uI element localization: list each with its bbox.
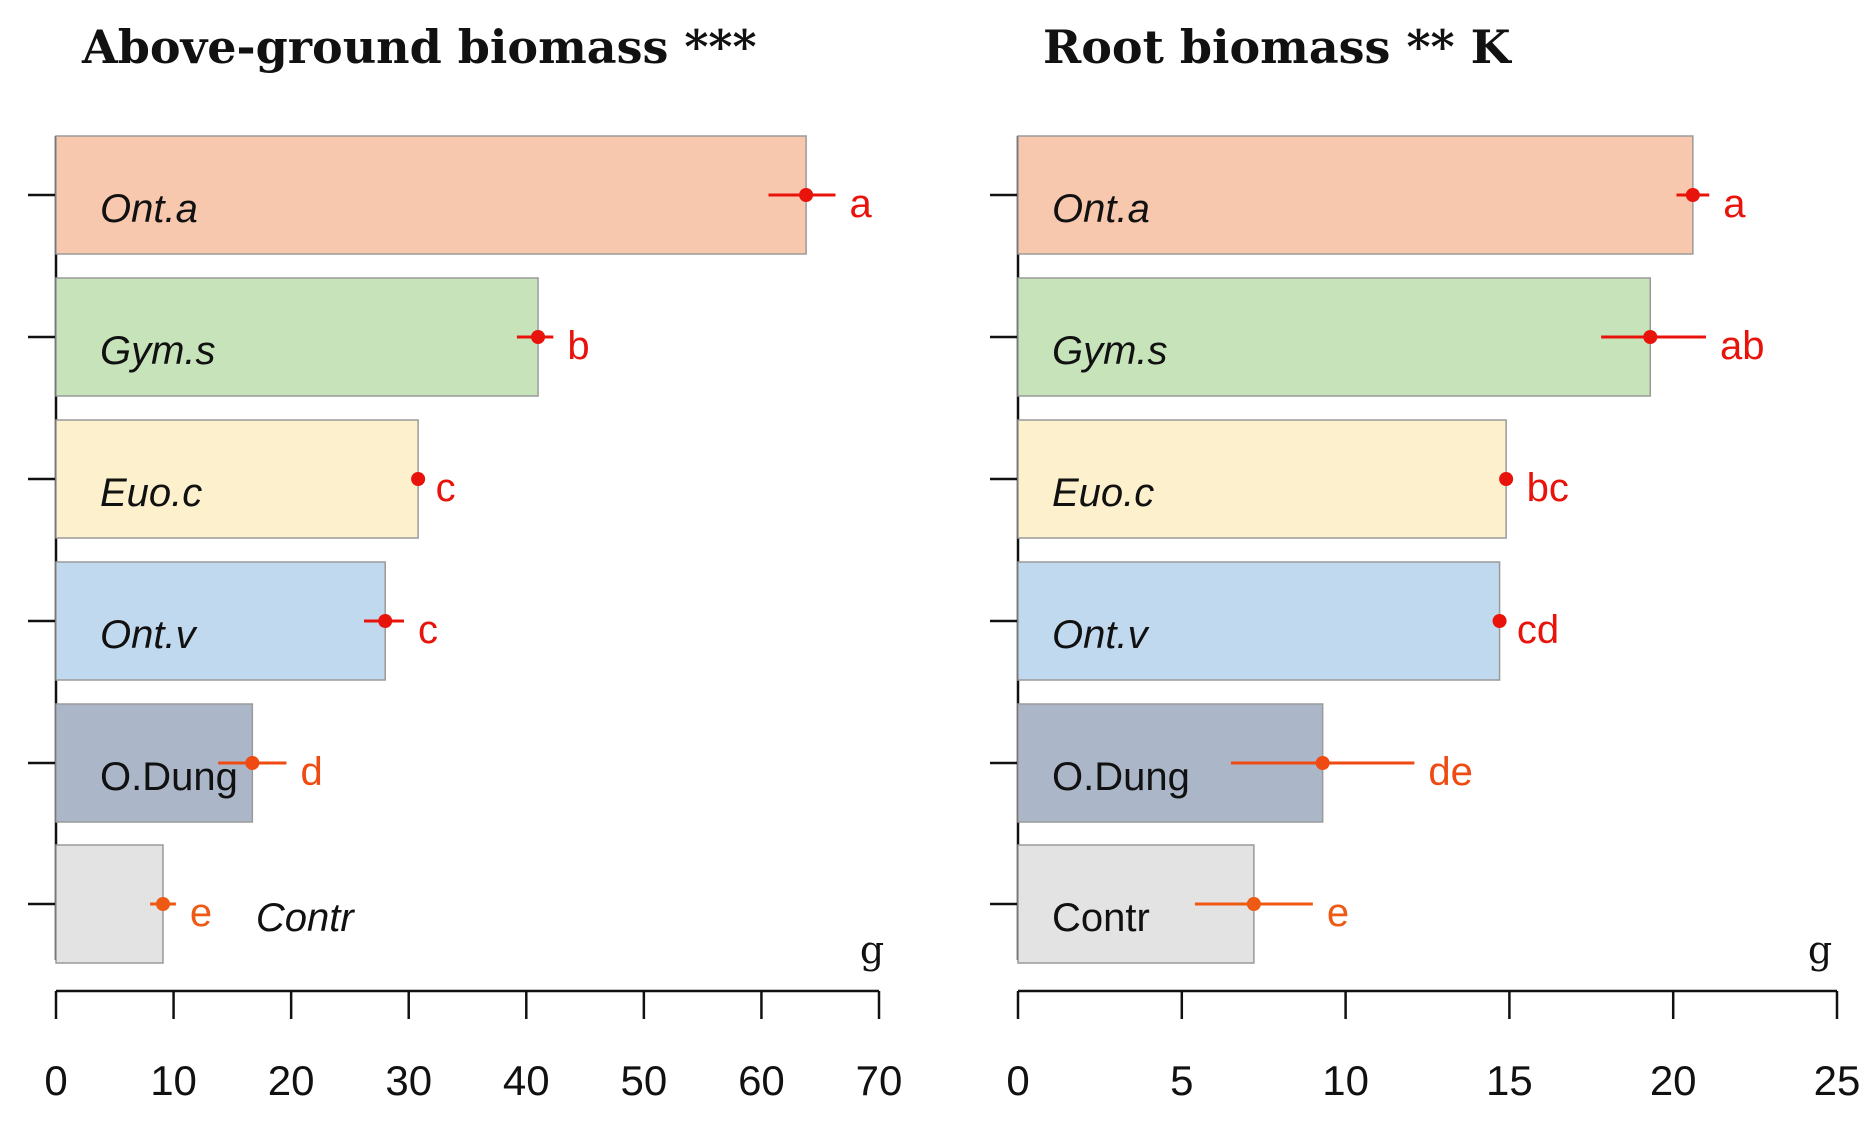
significance-label: a bbox=[849, 182, 872, 226]
significance-label: b bbox=[567, 324, 589, 368]
unit-label: g bbox=[1808, 928, 1832, 972]
bar bbox=[55, 135, 807, 255]
x-tick-label: 10 bbox=[150, 1057, 197, 1104]
bar bbox=[1017, 135, 1694, 255]
significance-label: e bbox=[1327, 891, 1349, 935]
x-tick-label: 70 bbox=[856, 1057, 903, 1104]
unit-label: g bbox=[860, 928, 884, 972]
significance-label: a bbox=[1723, 182, 1746, 226]
significance-label: cd bbox=[1517, 608, 1559, 652]
bar-label: Ont.v bbox=[100, 613, 198, 657]
chart-title: Root biomass ** K bbox=[1043, 20, 1513, 74]
bar-label: O.Dung bbox=[100, 755, 238, 799]
x-tick-label: 40 bbox=[503, 1057, 550, 1104]
mean-marker bbox=[531, 330, 546, 344]
panel-root-biomass: Root biomass ** K Ont.a a Gym.s ab Euo.c bc On… bbox=[990, 20, 1860, 1104]
x-tick-label: 20 bbox=[1650, 1057, 1697, 1104]
x-tick-label: 30 bbox=[385, 1057, 432, 1104]
bar-label: Gym.s bbox=[100, 329, 216, 373]
x-tick-label: 10 bbox=[1322, 1057, 1369, 1104]
mean-marker bbox=[1685, 188, 1700, 202]
mean-marker bbox=[245, 756, 260, 770]
significance-label: ab bbox=[1720, 324, 1765, 368]
bar-label: Euo.c bbox=[100, 471, 202, 515]
bar-label: Euo.c bbox=[1052, 471, 1154, 515]
mean-marker bbox=[1499, 472, 1514, 486]
mean-marker bbox=[1246, 897, 1261, 911]
x-tick-label: 50 bbox=[620, 1057, 667, 1104]
bar bbox=[55, 419, 419, 539]
bar-label: Ont.a bbox=[100, 187, 198, 231]
bar-label: O.Dung bbox=[1052, 755, 1190, 799]
x-tick-label: 5 bbox=[1170, 1057, 1193, 1104]
significance-label: c bbox=[418, 608, 438, 652]
mean-marker bbox=[1492, 614, 1507, 628]
mean-marker bbox=[378, 614, 393, 628]
significance-label: bc bbox=[1527, 466, 1569, 510]
bar bbox=[1017, 419, 1507, 539]
x-tick-label: 20 bbox=[268, 1057, 315, 1104]
mean-marker bbox=[799, 188, 814, 202]
mean-marker bbox=[1315, 756, 1330, 770]
x-tick-label: 15 bbox=[1486, 1057, 1533, 1104]
bar-label: Gym.s bbox=[1052, 329, 1168, 373]
bar bbox=[55, 277, 539, 397]
x-tick-label: 0 bbox=[44, 1057, 67, 1104]
bar bbox=[1017, 277, 1652, 397]
x-tick-label: 0 bbox=[1006, 1057, 1029, 1104]
significance-label: d bbox=[300, 750, 322, 794]
panel-above-ground-biomass: Above-ground biomass *** Ont.a a Gym.s b Euo… bbox=[28, 20, 902, 1104]
mean-marker bbox=[1643, 330, 1658, 344]
significance-label: de bbox=[1428, 750, 1473, 794]
mean-marker bbox=[155, 897, 170, 911]
bar bbox=[55, 844, 164, 964]
significance-label: e bbox=[190, 891, 212, 935]
x-tick-label: 60 bbox=[738, 1057, 785, 1104]
bar-label: Ont.a bbox=[1052, 187, 1150, 231]
mean-marker bbox=[411, 472, 426, 486]
bar-label: Contr bbox=[256, 896, 355, 940]
significance-label: c bbox=[436, 466, 456, 510]
bar-label: Ont.v bbox=[1052, 613, 1150, 657]
bar-label: Contr bbox=[1052, 896, 1150, 940]
chart-title: Above-ground biomass *** bbox=[81, 20, 757, 74]
x-tick-label: 25 bbox=[1814, 1057, 1861, 1104]
